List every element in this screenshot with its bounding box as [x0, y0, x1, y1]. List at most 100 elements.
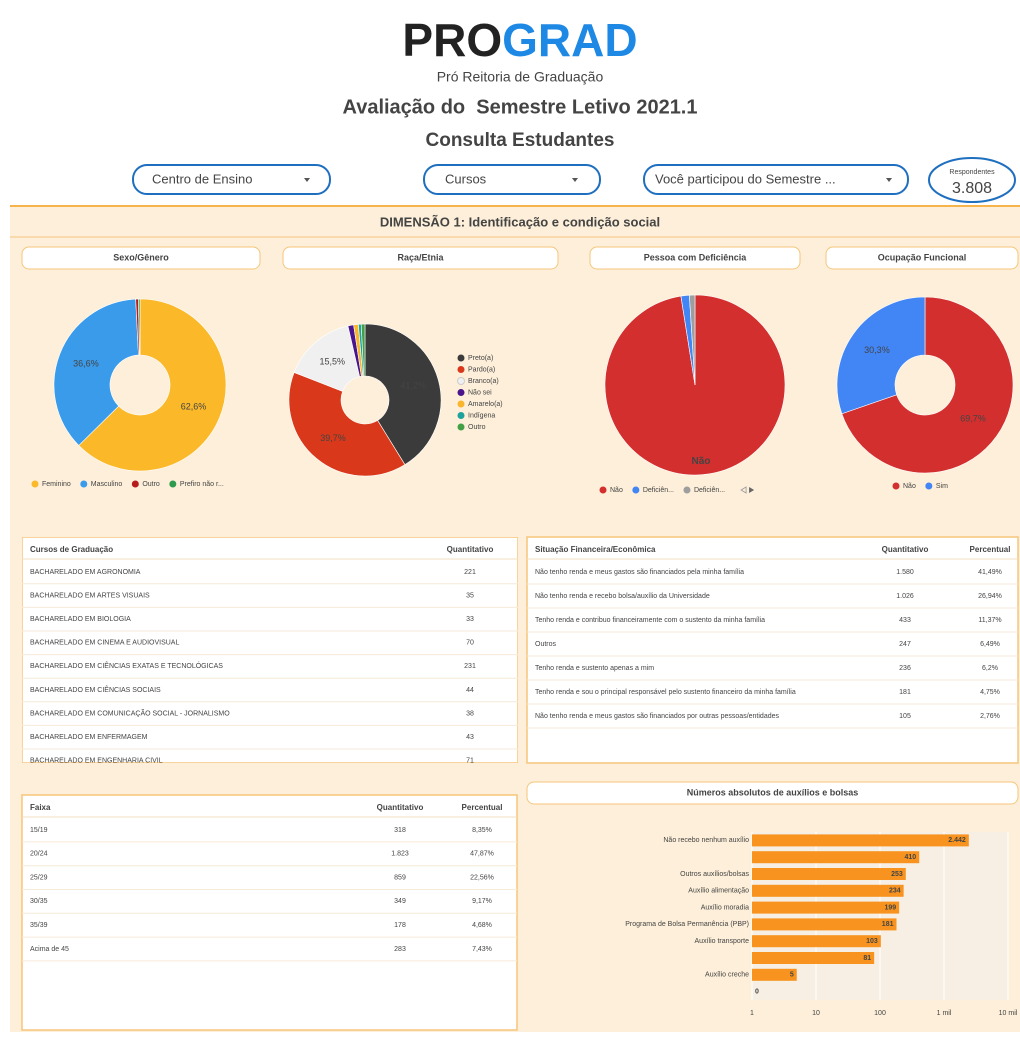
bar [752, 884, 904, 897]
table-cell: 44 [466, 687, 474, 694]
respondents-badge [928, 157, 1016, 203]
legend-label: Outro [468, 424, 486, 431]
legend-swatch [169, 480, 177, 488]
table-cell: 22,56% [470, 874, 494, 881]
bar-value-label: 0 [755, 988, 759, 995]
legend-swatch [31, 480, 39, 488]
chart-title-box [282, 246, 559, 270]
slice [689, 294, 696, 386]
table-header: Percentual [462, 803, 503, 812]
dropdown-arrow[interactable] [886, 178, 892, 182]
dropdown-label[interactable]: Você participou do Semestre ... [655, 171, 836, 186]
legend-pager-next [749, 487, 755, 493]
dropdown-label[interactable]: Centro de Ensino [152, 171, 252, 186]
table-header: Quantitativo [882, 545, 929, 554]
table-cell: 221 [464, 569, 476, 576]
table: Faixa Quantitativo Percentual 15/19 318 8,35%… [21, 794, 518, 1031]
table-cell: 6,2% [982, 665, 998, 672]
table-cell: 178 [394, 922, 406, 929]
slice-label: 36,6% [73, 358, 99, 368]
x-tick-label: 100 [874, 1010, 886, 1017]
legend-swatch [457, 354, 465, 362]
chart-title-box [825, 246, 1019, 270]
table-cell: BACHARELADO EM CIÊNCIAS EXATAS E TECNOLÓ… [30, 661, 223, 670]
dropdown-arrow[interactable] [572, 178, 578, 182]
slice [138, 298, 141, 356]
bar-value-label: 253 [891, 871, 903, 878]
legend-label: Masculino [91, 481, 123, 488]
x-tick-label: 1 mil [937, 1010, 952, 1017]
dropdown[interactable] [132, 164, 331, 195]
slice [288, 372, 406, 477]
table-cell: 35 [466, 592, 474, 599]
slice-label: 69,7% [960, 414, 986, 424]
bar-value-label: 181 [882, 921, 894, 928]
legend-swatch [925, 482, 933, 490]
chart-title-box [589, 246, 801, 270]
table-header: Situação Financeira/Econômica [535, 545, 656, 554]
table-cell: 71 [466, 758, 474, 765]
legend-label: Prefiro não r... [180, 481, 224, 488]
table-cell: BACHARELADO EM ENFERMAGEM [30, 734, 148, 741]
section-title: DIMENSÃO 1: Identificação e condição soc… [380, 214, 660, 229]
table-box [21, 794, 518, 1031]
table-cell: 247 [899, 641, 911, 648]
slice [78, 298, 227, 472]
bar-value-label: 103 [866, 938, 878, 945]
bar-value-label: 199 [884, 904, 896, 911]
y-tick-label: Auxílio alimentação [688, 888, 749, 895]
table-cell: 38 [466, 710, 474, 717]
table-cell: 41,49% [978, 569, 1002, 576]
dropdown-arrow[interactable] [304, 178, 310, 182]
bar-value-label: 2.442 [948, 837, 966, 844]
table-cell: BACHARELADO EM ENGENHARIA CIVIL [30, 758, 163, 765]
table-cell: 8,35% [472, 827, 492, 834]
table-header: Cursos de Graduação [30, 545, 113, 554]
slice-label: 62,6% [181, 402, 207, 412]
legend-swatch [80, 480, 88, 488]
dropdown[interactable] [423, 164, 601, 195]
table-cell: 20/24 [30, 851, 48, 858]
table-cell: Tenho renda e sustento apenas a mim [535, 665, 654, 672]
table-cell: BACHARELADO EM ARTES VISUAIS [30, 592, 150, 599]
logo-right: GRAD [502, 14, 637, 66]
bar-value-label: 81 [863, 955, 871, 962]
table-cell: 15/19 [30, 827, 48, 834]
table-cell: 4,75% [980, 689, 1000, 696]
bar [752, 952, 875, 964]
table-box [526, 536, 1019, 764]
legend-label: Outro [142, 481, 160, 488]
bar-value-label: 410 [905, 854, 917, 861]
chart-title: Sexo/Gênero [113, 252, 169, 262]
table-header: Quantitativo [377, 803, 424, 812]
filter[interactable]: Cursos [423, 164, 601, 195]
legend-label: Pardo(a) [468, 366, 495, 373]
y-tick-label: Outros auxílios/bolsas [680, 871, 749, 878]
slice-label: 39,7% [320, 433, 346, 443]
table-cell: 318 [394, 827, 406, 834]
table-cell: 2,76% [980, 713, 1000, 720]
table-cell: 236 [899, 665, 911, 672]
table-cell: 1.026 [896, 593, 914, 600]
table-cell: Outros [535, 641, 557, 648]
legend-swatch [599, 486, 607, 494]
table-header: Quantitativo [447, 545, 494, 554]
chart-title-box [526, 781, 1019, 805]
table-cell: 349 [394, 898, 406, 905]
filter[interactable]: Você participou do Semestre ... [643, 164, 909, 195]
bar [752, 834, 969, 847]
bar [752, 935, 881, 948]
dropdown-label[interactable]: Cursos [445, 171, 487, 186]
filter[interactable]: Centro de Ensino [132, 164, 331, 195]
table-cell: 1.823 [391, 851, 409, 858]
table-cell: Tenho renda e contribuo financeiramente … [535, 617, 765, 624]
dropdown[interactable] [643, 164, 909, 195]
legend-label: Deficiên... [643, 487, 674, 494]
table-header: Percentual [970, 545, 1011, 554]
table-header: Faixa [30, 803, 51, 812]
table-cell: Não tenho renda e meus gastos são financ… [535, 713, 779, 720]
table-cell: 9,17% [472, 898, 492, 905]
legend-swatch [632, 486, 640, 494]
